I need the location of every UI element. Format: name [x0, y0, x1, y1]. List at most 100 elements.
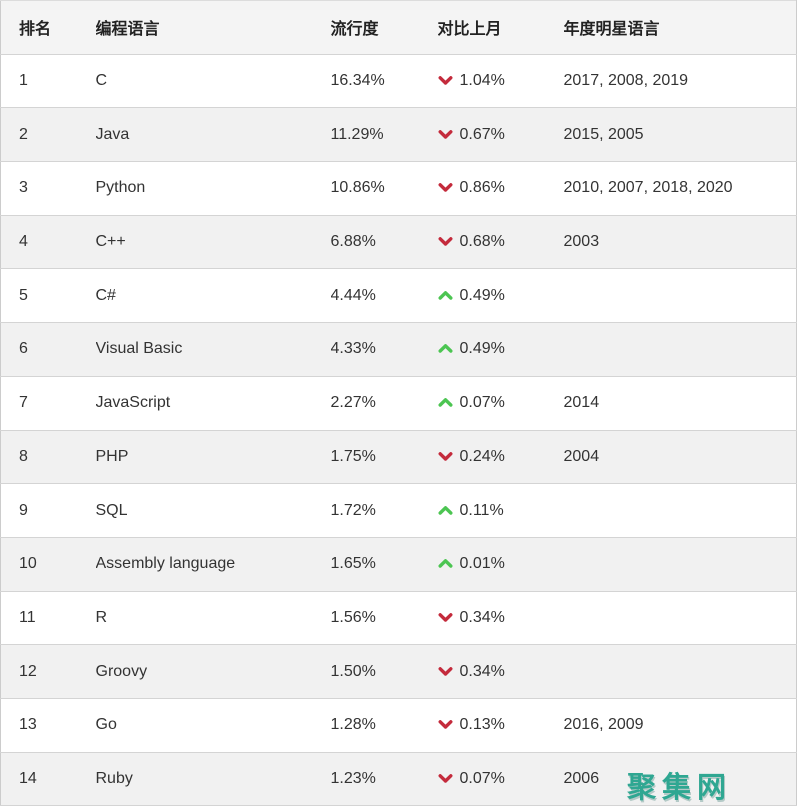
down-arrow-icon [438, 129, 453, 139]
popularity-value: 6.88% [330, 233, 376, 251]
rank-value: 10 [19, 555, 37, 573]
column-header-language: 编程语言 [95, 0, 331, 55]
rank-value: 8 [19, 447, 28, 465]
rank-cell: 10 [0, 537, 96, 592]
popularity-value: 1.65% [330, 555, 376, 573]
table-row: 10 Assembly language 1.65% 0.01% [0, 537, 797, 592]
star-years-value: 2004 [563, 447, 600, 465]
language-name: C++ [95, 233, 126, 251]
language-name: C# [95, 286, 116, 304]
rank-value: 4 [19, 233, 28, 251]
star-years-cell: 2015, 2005 [563, 107, 797, 163]
star-years-cell: 2003 [563, 215, 797, 270]
change-value: 0.86% [459, 179, 505, 197]
star-years-cell [563, 644, 797, 699]
popularity-cell: 1.56% [330, 591, 438, 646]
watermark: 聚集网 [627, 772, 733, 804]
rank-cell: 14 [0, 752, 96, 807]
popularity-cell: 1.72% [330, 483, 438, 538]
change-value: 0.49% [459, 340, 505, 358]
change-cell: 0.07% [437, 376, 564, 431]
star-years-value: 2010, 2007, 2018, 2020 [563, 179, 733, 197]
table-row: 5 C# 4.44% 0.49% [0, 268, 797, 324]
star-years-value: 2017, 2008, 2019 [563, 72, 689, 90]
down-arrow-icon [438, 774, 453, 783]
language-cell: JavaScript [95, 376, 331, 431]
change-value: 0.34% [459, 662, 505, 680]
table-row: 12 Groovy 1.50% 0.34% [0, 644, 797, 699]
popularity-value: 1.72% [330, 501, 376, 519]
change-value: 0.49% [459, 286, 505, 304]
change-cell: 0.67% [437, 107, 564, 163]
popularity-cell: 4.33% [330, 322, 438, 377]
change-value: 0.67% [459, 125, 505, 143]
popularity-value: 10.86% [330, 179, 385, 197]
language-name: Ruby [95, 769, 133, 787]
popularity-value: 4.44% [330, 286, 376, 304]
up-arrow-icon [438, 290, 453, 300]
star-years-cell: 2004 [563, 430, 797, 485]
rank-value: 2 [19, 125, 28, 143]
table-row: 1 C 16.34% 1.04% 2017, 2008, 2019 [0, 54, 797, 109]
header-row: 排名 编程语言 流行度 对比上月 年度明星语言 [0, 0, 797, 55]
popularity-value: 4.33% [330, 340, 376, 358]
table-row: 14 Ruby 1.23% 0.07% 2006 [0, 752, 797, 807]
language-name: C [95, 72, 108, 90]
change-cell: 0.13% [437, 698, 564, 753]
down-arrow-icon [438, 613, 453, 622]
language-cell: C [95, 54, 331, 109]
table-row: 13 Go 1.28% 0.13% 2016, 2009 [0, 698, 797, 753]
language-name: PHP [95, 447, 129, 465]
table-row: 3 Python 10.86% 0.86% 2010, 2007, 2018, … [0, 161, 797, 216]
column-header-rank: 排名 [0, 0, 96, 55]
popularity-cell: 1.23% [330, 752, 438, 807]
language-name: Python [95, 179, 146, 197]
change-value: 0.07% [459, 769, 505, 787]
rank-value: 14 [19, 769, 37, 787]
star-years-cell [563, 591, 797, 646]
language-cell: Go [95, 698, 331, 753]
rank-value: 3 [19, 179, 28, 197]
star-years-cell: 2006 [563, 752, 797, 807]
change-cell: 0.34% [437, 644, 564, 699]
rank-cell: 5 [0, 268, 96, 324]
down-arrow-icon [438, 183, 453, 193]
table-row: 8 PHP 1.75% 0.24% 2004 [0, 430, 797, 485]
change-value: 1.04% [459, 72, 505, 90]
language-cell: Java [95, 107, 331, 163]
rank-value: 6 [19, 340, 28, 358]
star-years-cell: 2014 [563, 376, 797, 431]
star-years-value: 2016, 2009 [563, 716, 644, 734]
language-cell: Groovy [95, 644, 331, 699]
rank-cell: 1 [0, 54, 96, 109]
change-value: 0.11% [459, 501, 504, 519]
change-cell: 0.01% [437, 537, 564, 592]
change-value: 0.34% [459, 608, 505, 626]
rank-cell: 9 [0, 483, 96, 538]
change-value: 0.01% [459, 555, 505, 573]
rank-value: 13 [19, 716, 37, 734]
down-arrow-icon [438, 451, 453, 461]
star-years-value: 2014 [563, 394, 600, 412]
rank-value: 9 [19, 501, 28, 519]
popularity-cell: 2.27% [330, 376, 438, 431]
change-cell: 0.49% [437, 268, 564, 324]
popularity-value: 16.34% [330, 72, 385, 90]
popularity-value: 1.28% [330, 716, 376, 734]
star-years-cell: 2017, 2008, 2019 [563, 54, 797, 109]
rank-cell: 2 [0, 107, 96, 163]
star-years-cell [563, 322, 797, 377]
star-years-value: 2015, 2005 [563, 125, 644, 143]
change-cell: 0.07% [437, 752, 564, 807]
language-cell: C# [95, 268, 331, 324]
change-value: 0.68% [459, 233, 505, 251]
popularity-cell: 10.86% [330, 161, 438, 216]
language-name: Go [95, 716, 117, 734]
star-years-cell: 2016, 2009 [563, 698, 797, 753]
change-cell: 0.68% [437, 215, 564, 270]
table-row: 7 JavaScript 2.27% 0.07% 2014 [0, 376, 797, 431]
up-arrow-icon [438, 559, 453, 568]
star-years-cell [563, 268, 797, 324]
popularity-cell: 1.28% [330, 698, 438, 753]
change-cell: 0.34% [437, 591, 564, 646]
